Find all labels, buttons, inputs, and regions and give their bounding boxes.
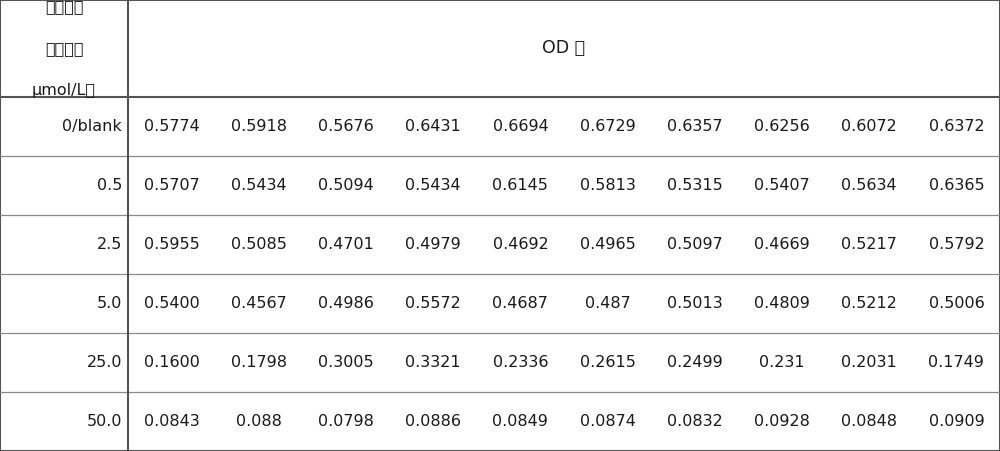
Text: 5.0: 5.0 [97,296,122,311]
Text: 0.5097: 0.5097 [667,237,723,252]
Text: 0.6256: 0.6256 [754,119,810,134]
Text: 0.0886: 0.0886 [405,414,461,429]
Text: 0.5434: 0.5434 [231,178,287,193]
Text: 0.231: 0.231 [759,355,805,370]
Text: 0.4979: 0.4979 [405,237,461,252]
Text: 0.6372: 0.6372 [929,119,984,134]
Text: 0.4669: 0.4669 [754,237,810,252]
Text: 0.5774: 0.5774 [144,119,199,134]
Text: 0.6145: 0.6145 [492,178,548,193]
Text: 0.6431: 0.6431 [405,119,461,134]
Text: 50.0: 50.0 [87,414,122,429]
Text: 2.5: 2.5 [97,237,122,252]
Text: 0.4567: 0.4567 [231,296,287,311]
Text: 0.5918: 0.5918 [231,119,287,134]
Text: 0.1798: 0.1798 [231,355,287,370]
Text: 0.0843: 0.0843 [144,414,199,429]
Text: 0.6365: 0.6365 [929,178,984,193]
Text: 0.5315: 0.5315 [667,178,723,193]
Text: 0.5572: 0.5572 [405,296,461,311]
Text: 0.2031: 0.2031 [841,355,897,370]
Text: 0.0798: 0.0798 [318,414,374,429]
Text: 0.4701: 0.4701 [318,237,374,252]
Text: 0.5676: 0.5676 [318,119,374,134]
Text: 0.3005: 0.3005 [318,355,374,370]
Text: 0/blank: 0/blank [62,119,122,134]
Text: 0.5400: 0.5400 [144,296,199,311]
Text: 0.5094: 0.5094 [318,178,374,193]
Text: 0.6072: 0.6072 [841,119,897,134]
Text: 0.6357: 0.6357 [667,119,723,134]
Text: 0.5955: 0.5955 [144,237,199,252]
Text: 0.5: 0.5 [97,178,122,193]
Text: 0.5217: 0.5217 [841,237,897,252]
Text: 药物浓度

（单位：

μmol/L）: 药物浓度 （单位： μmol/L） [32,0,96,98]
Text: 0.0909: 0.0909 [929,414,984,429]
Text: 0.5434: 0.5434 [405,178,461,193]
Text: 0.4687: 0.4687 [492,296,548,311]
Text: 0.2499: 0.2499 [667,355,723,370]
Text: 0.1749: 0.1749 [928,355,984,370]
Text: 0.5634: 0.5634 [841,178,897,193]
Text: 0.3321: 0.3321 [405,355,461,370]
Text: 0.4809: 0.4809 [754,296,810,311]
Text: 0.5407: 0.5407 [754,178,810,193]
Text: 0.5707: 0.5707 [144,178,199,193]
Text: 0.5813: 0.5813 [580,178,636,193]
Text: 0.5085: 0.5085 [231,237,287,252]
Text: 0.487: 0.487 [585,296,630,311]
Text: OD 值: OD 值 [542,40,586,57]
Text: 0.5792: 0.5792 [929,237,984,252]
Text: 0.2336: 0.2336 [493,355,548,370]
Text: 0.088: 0.088 [236,414,282,429]
Text: 0.6694: 0.6694 [493,119,548,134]
Text: 0.5013: 0.5013 [667,296,723,311]
Text: 0.4986: 0.4986 [318,296,374,311]
Text: 0.6729: 0.6729 [580,119,635,134]
Text: 0.4965: 0.4965 [580,237,635,252]
Text: 0.0928: 0.0928 [754,414,810,429]
Text: 0.0849: 0.0849 [492,414,548,429]
Text: 0.0848: 0.0848 [841,414,897,429]
Text: 0.0874: 0.0874 [580,414,636,429]
Text: 0.0832: 0.0832 [667,414,723,429]
Text: 0.4692: 0.4692 [493,237,548,252]
Text: 0.5212: 0.5212 [841,296,897,311]
Text: 0.5006: 0.5006 [929,296,984,311]
Text: 0.2615: 0.2615 [580,355,636,370]
Text: 0.1600: 0.1600 [144,355,200,370]
Text: 25.0: 25.0 [87,355,122,370]
